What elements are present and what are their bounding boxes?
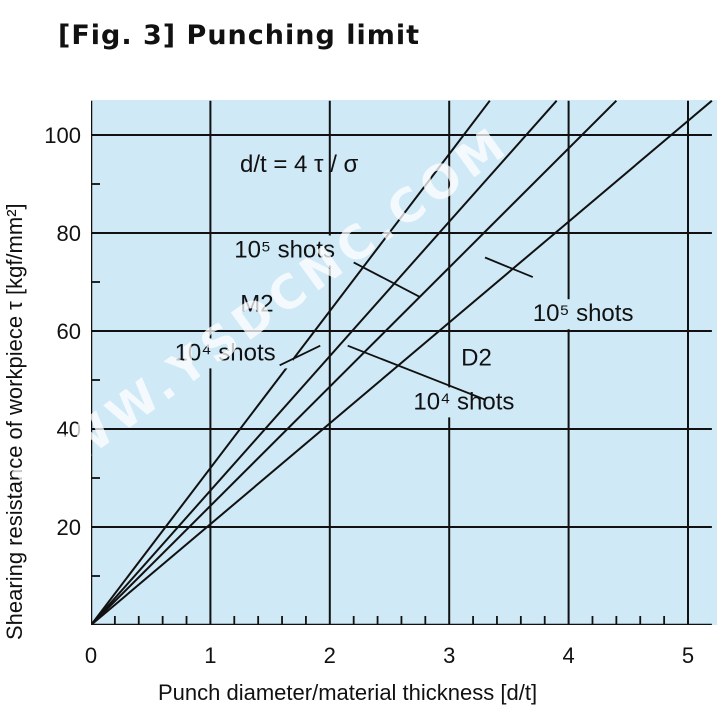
annotation-bg — [228, 235, 353, 266]
series-lines — [91, 100, 713, 625]
annotation-label: 10⁴ shots — [175, 339, 276, 366]
y-tick-label: 40 — [57, 417, 81, 442]
x-tick-label: 3 — [443, 643, 455, 668]
annotation-label: 10⁵ shots — [533, 300, 634, 327]
annotation-label: 10⁴ shots — [413, 388, 514, 415]
series-line — [91, 100, 558, 625]
y-axis-label: Shearing resistance of workpiece τ [kgf/… — [2, 203, 27, 640]
leader-line — [484, 256, 534, 278]
chart-title: [Fig. 3] Punching limit — [58, 20, 421, 51]
x-tick-label: 2 — [324, 643, 336, 668]
annotation-bg — [407, 387, 532, 418]
y-tick-labels: 20 40 60 80 100 — [44, 123, 81, 540]
x-tick-labels: 0 1 2 3 4 5 — [85, 643, 694, 668]
leader-line — [347, 344, 486, 401]
formula-label: d/t = 4 τ / σ — [240, 151, 359, 178]
annotation-bg — [168, 338, 294, 369]
x-tick-label: 4 — [562, 643, 574, 668]
series-line — [91, 100, 618, 625]
annotation-label: D2 — [461, 344, 492, 371]
x-tick-label: 1 — [204, 643, 216, 668]
leader-line — [353, 261, 420, 298]
x-tick-label: 0 — [85, 643, 97, 668]
y-tick-label: 60 — [57, 319, 81, 344]
minor-ticks — [91, 183, 666, 625]
y-tick-label: 20 — [57, 515, 81, 540]
leader-line — [279, 344, 321, 367]
annotation-label: 10⁵ shots — [234, 237, 335, 264]
annotation-label: M2 — [240, 290, 273, 317]
annotation-bg — [455, 343, 493, 374]
series-line — [91, 100, 713, 625]
grid-lines — [91, 100, 712, 625]
annotation-bg — [234, 289, 272, 320]
x-tick-label: 5 — [682, 643, 694, 668]
y-tick-label: 100 — [44, 123, 81, 148]
annotation-bg — [526, 299, 652, 330]
annotations: 10⁵ shots M2 10⁴ shots D2 10⁴ shots 10⁵ shots — [168, 235, 652, 418]
x-axis-label: Punch diameter/material thickness [d/t] — [158, 680, 537, 705]
y-tick-label: 80 — [57, 221, 81, 246]
annotation-leaders — [279, 256, 534, 401]
